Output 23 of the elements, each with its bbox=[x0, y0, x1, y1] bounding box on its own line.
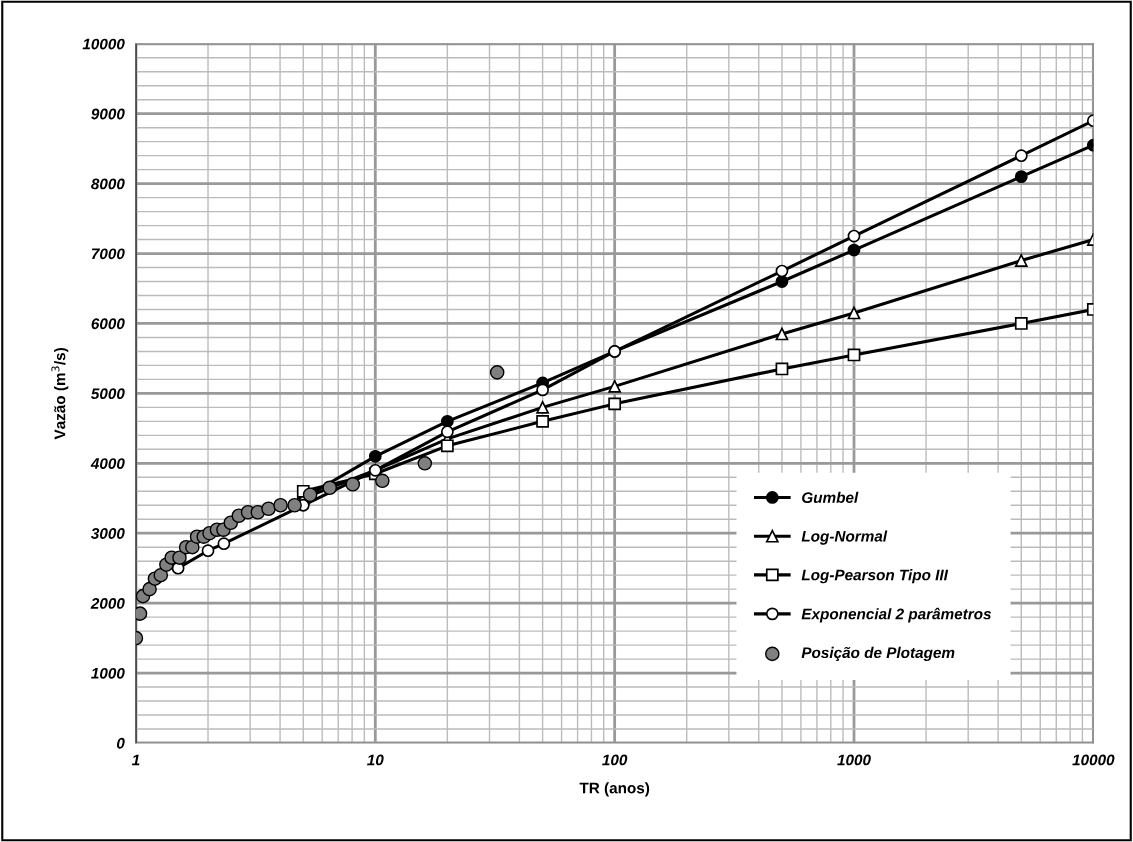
y-tick-label: 2000 bbox=[90, 598, 125, 609]
y-tick-label: 9000 bbox=[91, 108, 125, 120]
y-tick-label: 10000 bbox=[82, 38, 125, 50]
y-tick-label: 1000 bbox=[91, 667, 125, 679]
x-tick-label: 10 bbox=[367, 754, 384, 766]
x-tick-label: 100 bbox=[602, 754, 628, 766]
y-tick-label: 3000 bbox=[90, 528, 125, 539]
legend-label: Posição de Plotagem bbox=[801, 646, 955, 662]
y-tick-label: 4000 bbox=[90, 458, 125, 469]
y-axis-title: Vazão (m$^{3}$/s) bbox=[51, 348, 69, 440]
x-axis-title: TR (anos) bbox=[579, 782, 650, 797]
x-tick-label: 10000 bbox=[1072, 754, 1115, 766]
x-tick-label: 1 bbox=[131, 754, 140, 766]
y-tick-label: 6000 bbox=[91, 318, 125, 330]
y-tick-label: 8000 bbox=[91, 178, 125, 190]
legend-label: Log-Normal bbox=[801, 530, 888, 545]
legend-label: Exponencial 2 parâmetros bbox=[801, 607, 992, 623]
legend-label: Log-Pearson Tipo III bbox=[801, 569, 949, 584]
x-tick-label: 1000 bbox=[837, 754, 871, 766]
y-tick-label: 5000 bbox=[91, 388, 125, 400]
y-tick-label: 7000 bbox=[91, 248, 125, 260]
legend-label: Gumbel bbox=[802, 491, 859, 503]
y-tick-label: 0 bbox=[116, 737, 125, 749]
